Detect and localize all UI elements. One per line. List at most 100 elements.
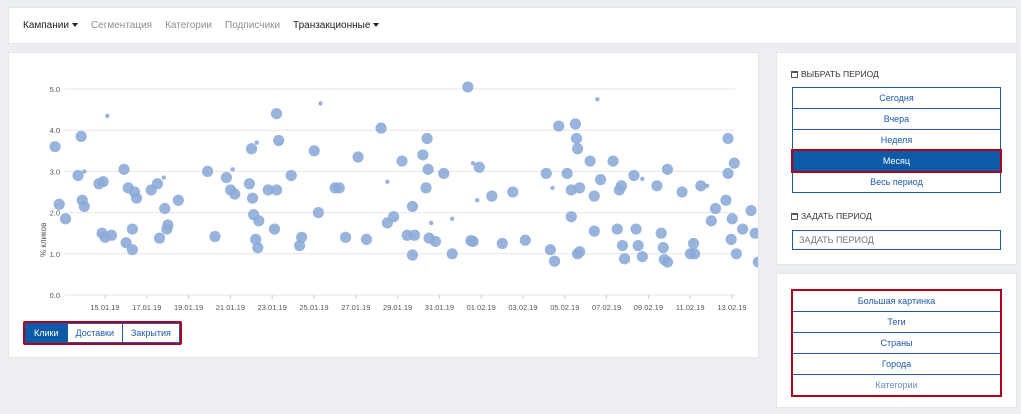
metric-button-2[interactable]: Закрытия: [121, 323, 180, 343]
choose-period-label: ВЫБРАТЬ ПЕРИОД: [801, 69, 879, 79]
data-point: [676, 186, 688, 198]
data-point: [97, 176, 109, 188]
report-link-0[interactable]: Большая картинка: [793, 291, 1000, 312]
data-point: [53, 198, 65, 210]
data-point: [270, 184, 283, 196]
data-point: [161, 175, 166, 180]
data-point: [388, 211, 400, 223]
period-panel: ВЫБРАТЬ ПЕРИОД Сегодня Вчера Неделя Месяц Ве…: [776, 52, 1017, 265]
report-links: Большая картинка Теги Страны Города Категори…: [791, 289, 1002, 397]
data-point: [584, 155, 596, 167]
data-point: [661, 163, 674, 175]
report-link-4[interactable]: Категории: [875, 380, 918, 390]
data-point: [420, 182, 432, 194]
data-point: [730, 248, 742, 260]
data-point: [429, 235, 442, 248]
data-point: [473, 161, 485, 173]
data-point: [628, 169, 640, 182]
data-point: [209, 230, 221, 243]
nav-item-label: Сегментация: [90, 20, 153, 31]
data-point: [254, 140, 259, 145]
period-option-0[interactable]: Сегодня: [792, 87, 1001, 109]
data-point: [519, 234, 531, 246]
data-point: [475, 198, 480, 203]
x-tick-label: 17.01.19: [132, 303, 161, 312]
data-point: [467, 235, 479, 248]
data-point: [507, 186, 519, 198]
data-point: [615, 180, 628, 192]
report-link-3[interactable]: Города: [793, 354, 1000, 375]
data-point: [728, 157, 740, 169]
data-point: [553, 120, 565, 132]
x-tick-label: 05.02.19: [550, 303, 579, 312]
data-point: [722, 132, 734, 145]
data-point: [245, 143, 258, 155]
x-tick-label: 25.01.19: [299, 303, 328, 312]
data-point: [607, 155, 619, 167]
data-point: [704, 183, 710, 189]
x-tick-label: 01.02.19: [467, 303, 496, 312]
data-point: [449, 216, 455, 221]
metric-button-0[interactable]: Клики: [25, 323, 68, 343]
x-tick-label: 11.02.19: [676, 303, 705, 312]
nav-item-3[interactable]: Подписчики: [225, 20, 280, 31]
data-point: [296, 231, 308, 243]
report-link-2[interactable]: Страны: [793, 333, 1000, 354]
custom-period-input[interactable]: [792, 230, 1001, 250]
top-navigation: Кампании Сегментация Категории Подписчики Тр…: [8, 7, 1017, 44]
data-point: [253, 215, 265, 227]
y-tick-label: 2.0: [50, 209, 60, 218]
data-point: [229, 188, 241, 200]
data-point: [709, 202, 722, 215]
period-option-1[interactable]: Вчера: [792, 108, 1001, 130]
data-point: [574, 182, 586, 194]
data-point: [422, 163, 434, 175]
data-point: [651, 180, 663, 192]
data-point: [162, 219, 174, 231]
custom-period-label: ЗАДАТЬ ПЕРИОД: [801, 211, 872, 221]
y-tick-label: 5.0: [50, 85, 60, 94]
x-tick-label: 09.02.19: [634, 303, 663, 312]
data-point: [705, 215, 717, 227]
data-point: [594, 174, 607, 186]
metric-button-1[interactable]: Доставки: [66, 323, 123, 343]
nav-item-4[interactable]: Транзакционные: [293, 20, 380, 31]
report-link-1[interactable]: Теги: [793, 312, 1000, 333]
y-tick-label: 0.0: [50, 291, 60, 300]
data-point: [151, 178, 164, 190]
data-point: [632, 239, 644, 252]
data-point: [749, 227, 758, 239]
data-point: [312, 207, 324, 219]
caret-down-icon: [373, 23, 380, 28]
nav-item-label: Категории: [165, 20, 213, 31]
data-point: [285, 169, 297, 182]
data-point: [737, 223, 749, 235]
data-point: [565, 211, 577, 223]
period-option-3[interactable]: Месяц: [791, 149, 1002, 173]
data-point: [130, 192, 143, 204]
data-point: [725, 233, 737, 245]
x-tick-label: 07.02.19: [592, 303, 621, 312]
data-point: [417, 149, 429, 161]
data-point: [408, 229, 421, 241]
data-point: [688, 248, 701, 260]
data-point: [548, 255, 561, 267]
data-point: [172, 194, 184, 206]
period-option-4[interactable]: Весь период: [792, 171, 1001, 193]
data-point: [752, 256, 758, 268]
data-point: [72, 169, 84, 182]
data-point: [78, 200, 90, 213]
nav-item-label: Кампании: [23, 20, 69, 31]
period-option-2[interactable]: Неделя: [792, 129, 1001, 151]
period-options: Сегодня Вчера Неделя Месяц Весь период: [791, 87, 1002, 193]
data-point: [273, 134, 285, 147]
nav-item-1[interactable]: Сегментация: [91, 20, 152, 31]
data-point: [446, 248, 458, 260]
nav-item-0[interactable]: Кампании: [23, 20, 78, 31]
data-point: [616, 239, 629, 252]
nav-item-2[interactable]: Категории: [165, 20, 212, 31]
data-point: [544, 244, 556, 256]
data-point: [745, 204, 757, 217]
data-point: [720, 194, 732, 206]
x-tick-label: 15.01.19: [90, 303, 119, 312]
